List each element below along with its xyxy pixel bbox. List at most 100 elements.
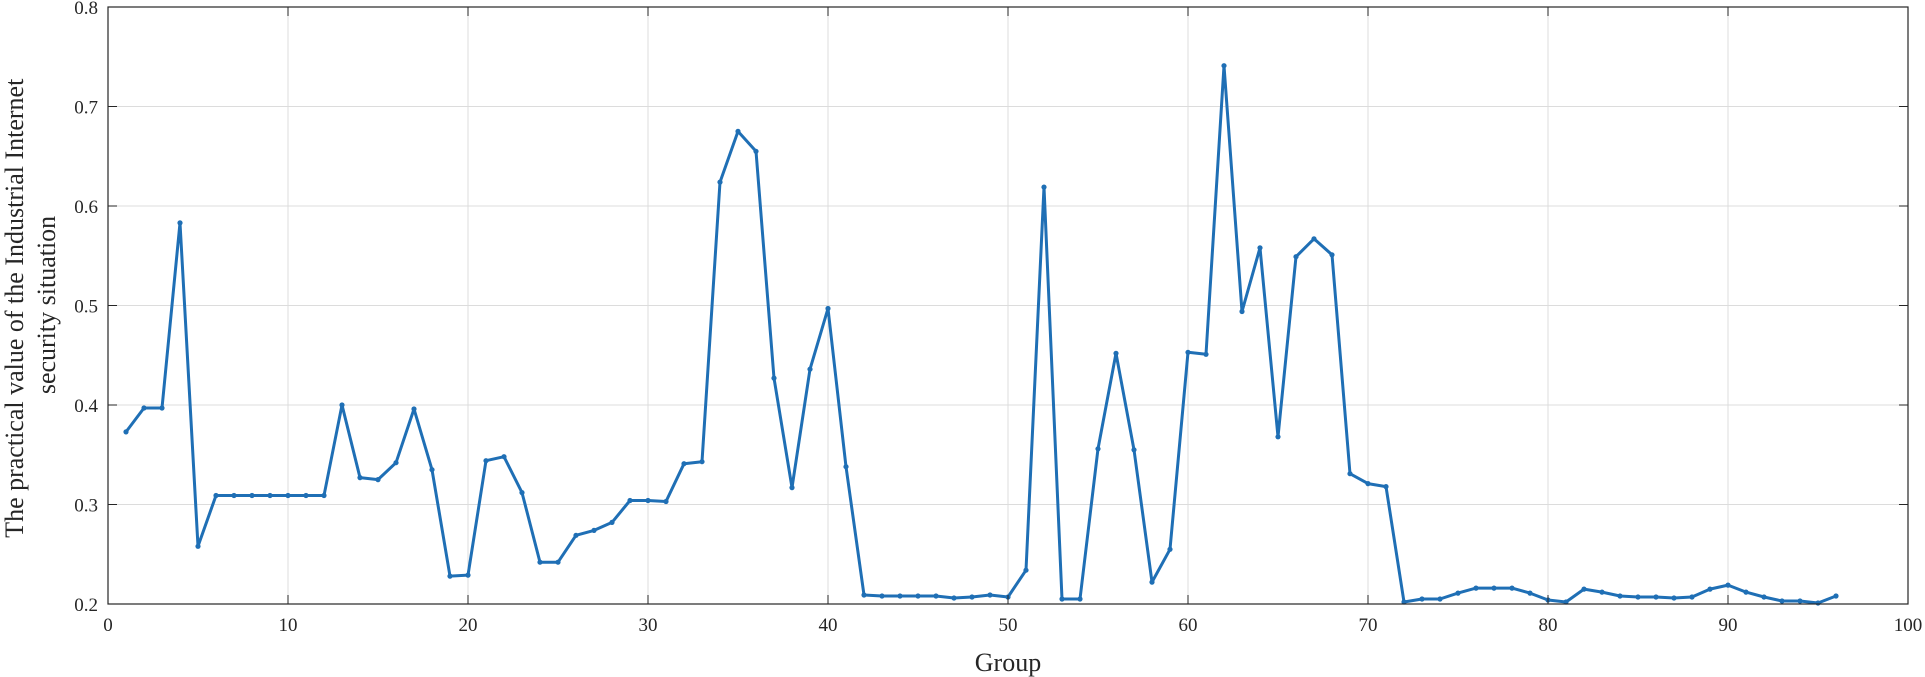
x-tick-label: 30 bbox=[639, 615, 658, 636]
data-point bbox=[339, 402, 345, 408]
data-point bbox=[1185, 349, 1191, 355]
y-axis-label-line-2: security situation bbox=[32, 216, 61, 394]
data-point bbox=[1257, 245, 1263, 251]
data-point bbox=[447, 573, 453, 579]
data-point bbox=[1689, 594, 1695, 600]
data-point bbox=[555, 559, 561, 565]
data-point bbox=[1023, 567, 1029, 573]
data-point bbox=[951, 595, 957, 601]
data-point bbox=[933, 593, 939, 599]
axis-ticks bbox=[107, 6, 1909, 605]
data-point bbox=[1383, 484, 1389, 490]
data-point bbox=[1365, 481, 1371, 487]
x-tick-labels: 0 10 20 30 40 50 60 70 80 90 100 bbox=[103, 615, 1922, 636]
data-point bbox=[537, 559, 543, 565]
data-point bbox=[1797, 598, 1803, 604]
data-point bbox=[141, 405, 147, 411]
data-point bbox=[681, 461, 687, 467]
data-point bbox=[1239, 308, 1245, 315]
x-tick-label: 100 bbox=[1894, 615, 1923, 636]
data-point bbox=[1329, 252, 1335, 258]
data-point bbox=[357, 475, 363, 481]
data-point bbox=[699, 459, 705, 465]
data-point bbox=[753, 148, 759, 154]
data-point bbox=[249, 492, 255, 499]
data-point bbox=[285, 492, 291, 499]
x-tick-label: 40 bbox=[819, 615, 838, 636]
data-point bbox=[1761, 594, 1767, 600]
data-point bbox=[1653, 594, 1659, 600]
data-point bbox=[645, 497, 651, 504]
data-point bbox=[1311, 236, 1317, 242]
data-point bbox=[303, 492, 309, 499]
data-point bbox=[501, 454, 507, 460]
data-point bbox=[969, 594, 975, 600]
data-point bbox=[735, 128, 741, 134]
data-point bbox=[789, 485, 795, 491]
data-point bbox=[1113, 350, 1119, 356]
y-tick-label: 0.8 bbox=[74, 0, 98, 19]
x-tick-label: 80 bbox=[1539, 615, 1558, 636]
data-point bbox=[267, 492, 273, 499]
data-point bbox=[123, 429, 129, 435]
data-point bbox=[1815, 600, 1821, 606]
data-point bbox=[573, 532, 579, 538]
x-tick-label: 70 bbox=[1359, 615, 1378, 636]
data-point bbox=[1779, 598, 1785, 604]
y-tick-label: 0.6 bbox=[74, 197, 98, 218]
y-tick-labels: 0.2 0.3 0.4 0.5 0.6 0.7 0.8 bbox=[74, 0, 98, 616]
data-point bbox=[807, 366, 813, 372]
data-point bbox=[1671, 595, 1677, 601]
data-point bbox=[1131, 447, 1137, 453]
x-tick-label: 50 bbox=[999, 615, 1018, 636]
data-point bbox=[771, 375, 777, 381]
data-point bbox=[1581, 586, 1587, 592]
x-tick-label: 0 bbox=[103, 615, 113, 636]
data-point bbox=[861, 592, 867, 598]
data-point bbox=[609, 519, 615, 526]
y-axis-label-line-1: The practical value of the Industrial In… bbox=[0, 78, 29, 538]
data-point bbox=[1095, 446, 1101, 452]
y-tick-label: 0.4 bbox=[74, 396, 98, 417]
data-point bbox=[465, 572, 471, 578]
data-point bbox=[843, 464, 849, 470]
data-point bbox=[1221, 63, 1227, 69]
x-tick-label: 20 bbox=[459, 615, 478, 636]
data-point bbox=[915, 593, 921, 599]
series-layer bbox=[123, 63, 1839, 606]
data-point bbox=[321, 492, 327, 499]
data-point bbox=[1725, 582, 1731, 588]
data-point bbox=[897, 593, 903, 599]
x-tick-label: 90 bbox=[1719, 615, 1738, 636]
data-point bbox=[1743, 589, 1749, 595]
data-point bbox=[483, 458, 489, 464]
data-point bbox=[1563, 599, 1569, 605]
data-point bbox=[1059, 596, 1065, 602]
data-point bbox=[375, 477, 381, 483]
y-tick-label: 0.5 bbox=[74, 297, 98, 318]
data-point bbox=[1509, 585, 1515, 591]
data-point bbox=[213, 492, 219, 499]
data-point bbox=[663, 498, 669, 505]
data-point bbox=[1293, 254, 1299, 260]
data-point bbox=[1599, 589, 1605, 595]
data-point bbox=[825, 305, 831, 312]
x-axis-label: Group bbox=[975, 648, 1041, 677]
y-tick-label: 0.7 bbox=[74, 98, 98, 119]
x-tick-label: 10 bbox=[279, 615, 298, 636]
data-point bbox=[1617, 593, 1623, 599]
data-point bbox=[519, 490, 525, 496]
data-point bbox=[627, 497, 633, 504]
data-point bbox=[717, 179, 723, 185]
data-point bbox=[1041, 184, 1047, 190]
grid-lines bbox=[108, 7, 1908, 604]
data-point bbox=[1473, 585, 1479, 591]
data-point bbox=[1833, 593, 1839, 599]
data-point bbox=[1455, 590, 1461, 596]
data-point bbox=[159, 405, 165, 411]
y-tick-label: 0.3 bbox=[74, 496, 98, 517]
data-point bbox=[1707, 586, 1713, 592]
data-point bbox=[1635, 594, 1641, 600]
data-point bbox=[1275, 434, 1281, 440]
